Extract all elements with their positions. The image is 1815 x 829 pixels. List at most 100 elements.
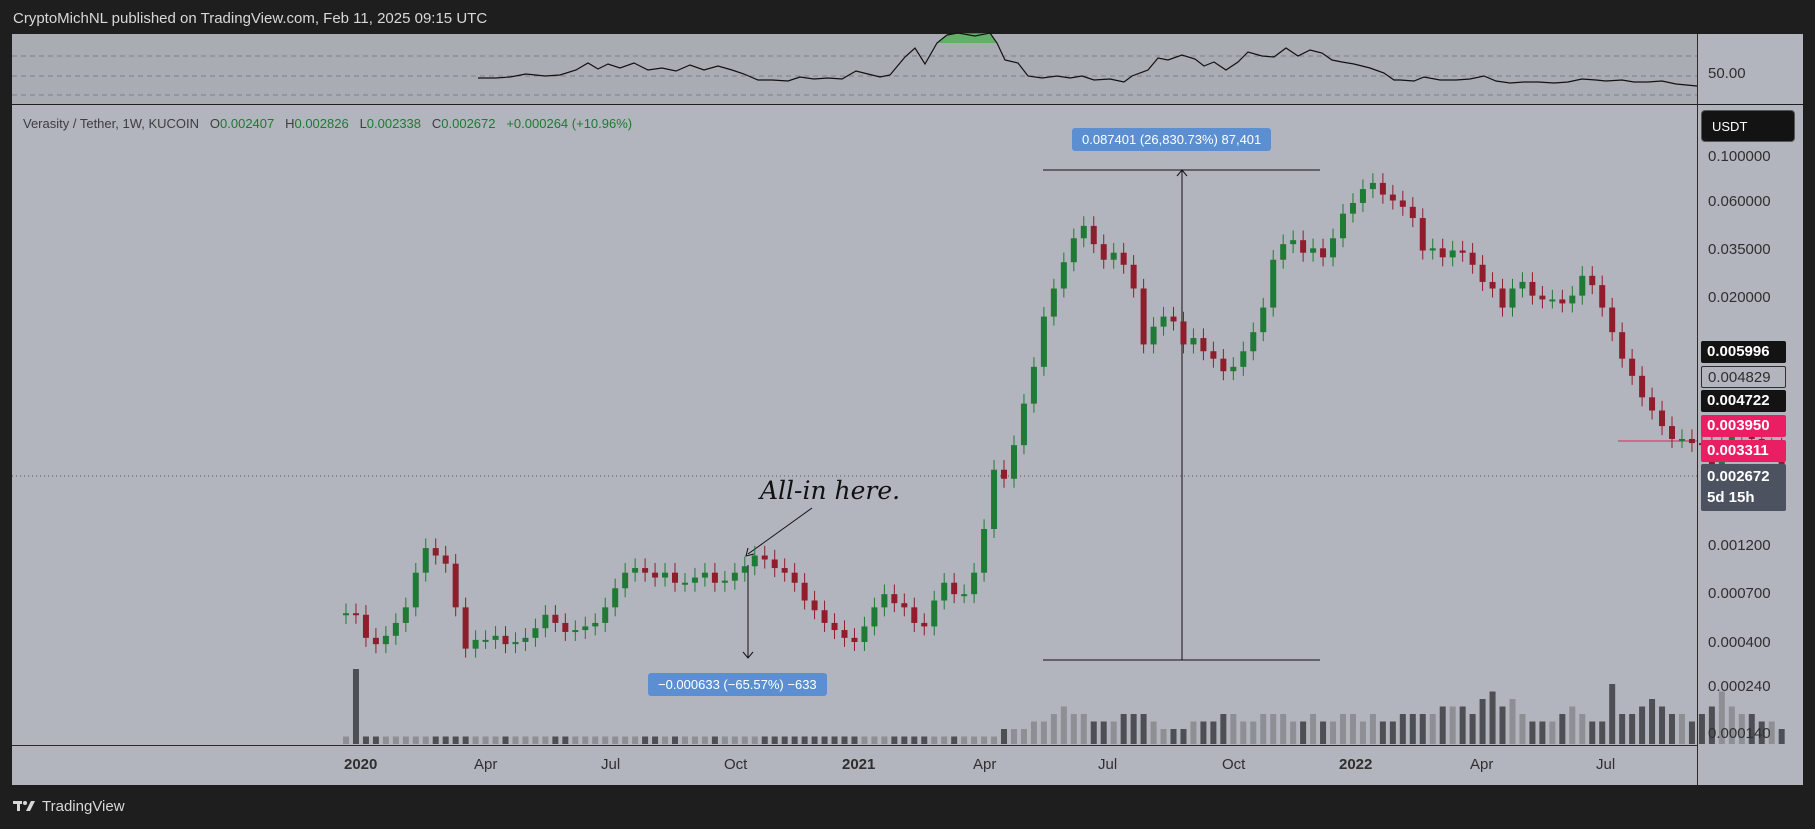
candle-body	[1120, 252, 1127, 265]
candle-body	[811, 600, 818, 611]
price-tick: 0.020000	[1708, 289, 1771, 306]
measure-down-arrow	[742, 651, 754, 659]
volume-bar	[1140, 714, 1147, 744]
candle-body	[622, 572, 629, 589]
currency-button[interactable]: USDT	[1701, 110, 1795, 142]
volume-bar	[851, 736, 858, 744]
volume-bar	[1010, 729, 1017, 744]
volume-bar	[1639, 706, 1646, 744]
volume-bar	[1419, 714, 1426, 744]
measure-down-label[interactable]: −0.000633 (−65.57%) −633	[648, 673, 827, 696]
rsi-level-label: 50.00	[1708, 65, 1746, 82]
volume-bar	[1459, 706, 1466, 744]
volume-bar	[1180, 729, 1187, 744]
volume-bar	[961, 736, 968, 744]
volume-bar	[881, 736, 888, 744]
volume-bar	[372, 736, 379, 744]
volume-bar	[1529, 721, 1536, 744]
volume-bar	[1220, 714, 1227, 744]
footer: TradingView	[0, 785, 1815, 829]
volume-bar	[871, 736, 878, 744]
candle-body	[582, 626, 589, 631]
candle-body	[891, 594, 898, 604]
volume-bar	[1240, 721, 1247, 744]
volume-bar	[1768, 721, 1775, 744]
volume-bar	[891, 736, 898, 744]
rsi-line	[478, 32, 1698, 87]
volume-bar	[1330, 721, 1337, 744]
volume-bar	[1290, 721, 1297, 744]
low-value: 0.002338	[366, 116, 422, 131]
candle-body	[1489, 281, 1496, 289]
candle-body	[1449, 250, 1456, 258]
candle-body	[881, 594, 888, 608]
volume-bar	[1280, 714, 1287, 744]
bar-countdown: 5d 15h	[1707, 489, 1755, 506]
annotation-text[interactable]: All-in here.	[760, 476, 901, 505]
time-tick: Apr	[973, 756, 997, 773]
time-tick: 2022	[1339, 756, 1373, 773]
volume-bar	[801, 736, 808, 744]
candle-body	[861, 626, 868, 642]
candle-body	[1379, 182, 1386, 195]
symbol-legend[interactable]: Verasity / Tether, 1W, KUCOIN O0.002407 …	[23, 116, 632, 131]
volume-bar	[522, 736, 529, 744]
candle-body	[1180, 321, 1187, 345]
candle-body	[1649, 397, 1656, 411]
candle-body	[1340, 213, 1346, 239]
publish-header: CryptoMichNL published on TradingView.co…	[0, 0, 1815, 34]
volume-bar	[1469, 714, 1476, 744]
volume-bar	[442, 736, 449, 744]
volume-bar	[352, 669, 359, 744]
annotation-arrow	[747, 507, 813, 555]
candle-body	[1160, 316, 1167, 327]
candle-body	[1190, 338, 1197, 345]
volume-bar	[701, 736, 708, 744]
volume-bar	[1200, 721, 1207, 744]
candle-body	[831, 622, 838, 631]
candle-body	[1200, 338, 1207, 352]
volume-bar	[981, 736, 988, 744]
low-label: L	[359, 116, 367, 131]
volume-bar	[402, 736, 409, 744]
candle-body	[1210, 351, 1217, 359]
volume-bar	[412, 736, 419, 744]
candle-body	[911, 607, 918, 623]
volume-bar	[791, 736, 798, 744]
measure-up-label[interactable]: 0.087401 (26,830.73%) 87,401	[1072, 128, 1272, 151]
volume-bar	[1669, 714, 1676, 744]
volume-bar	[841, 736, 848, 744]
candle-body	[901, 603, 908, 608]
candle-body	[1040, 316, 1047, 367]
volume-bar	[1001, 729, 1008, 744]
volume-bar	[1369, 714, 1376, 744]
volume-bar	[1080, 714, 1087, 744]
volume-bar	[562, 736, 569, 744]
candle-body	[1469, 252, 1476, 265]
candle-body	[1539, 295, 1546, 300]
volume-bar	[1349, 714, 1356, 744]
volume-bar	[1050, 714, 1057, 744]
open-label: O	[209, 116, 221, 131]
candle-body	[1369, 182, 1376, 190]
volume-bar	[1619, 714, 1626, 744]
candle-body	[681, 582, 688, 585]
volume-bar	[1210, 721, 1217, 744]
candle-body	[1060, 262, 1067, 289]
volume-bar	[931, 736, 938, 744]
chart-frame[interactable]	[12, 34, 1803, 785]
volume-bar	[362, 736, 369, 744]
pane-divider[interactable]	[12, 104, 1803, 105]
candle-body	[1260, 307, 1267, 333]
candle-body	[632, 568, 639, 573]
volume-bar	[1678, 714, 1685, 744]
candle-body	[691, 577, 698, 583]
time-tick: Oct	[1222, 756, 1246, 773]
volume-bar	[731, 736, 738, 744]
candle-body	[1330, 238, 1337, 258]
candle-body	[462, 607, 469, 649]
rsi-pane[interactable]	[12, 34, 1697, 104]
candle-body	[1240, 351, 1247, 367]
candle-body	[1110, 252, 1117, 260]
